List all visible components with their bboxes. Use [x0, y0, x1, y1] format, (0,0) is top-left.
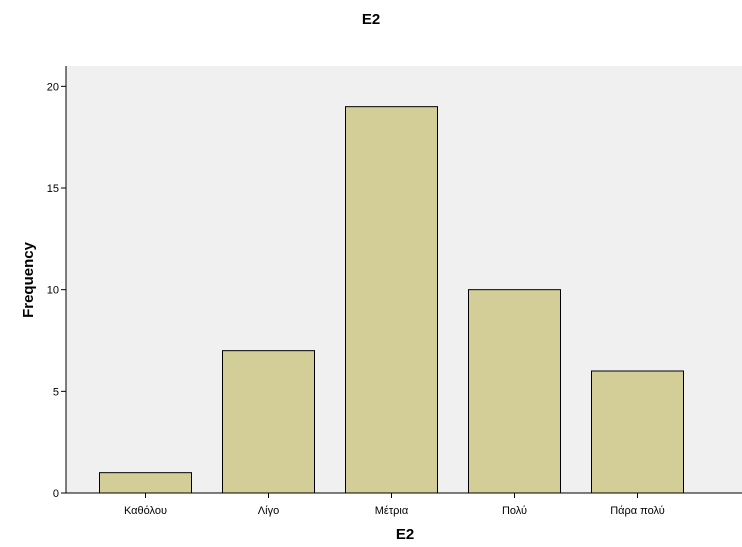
bar-0 — [99, 472, 192, 494]
bars-group — [99, 106, 684, 494]
bar-3 — [468, 289, 561, 494]
x-axis: Καθόλου Λίγο Μέτρια Πολύ Πάρα πολύ — [66, 492, 742, 517]
y-tick-label: 20 — [47, 81, 59, 93]
y-tick-label: 15 — [47, 183, 59, 195]
x-tick-label: Μέτρια — [375, 505, 409, 517]
y-tick-label: 0 — [53, 488, 59, 500]
x-axis-title: E2 — [396, 526, 414, 543]
y-tick-label: 5 — [53, 386, 59, 398]
bar-2 — [345, 106, 438, 494]
chart-title: E2 — [362, 11, 380, 28]
y-tick-label: 10 — [47, 285, 59, 297]
y-axis: 0 5 10 15 20 — [47, 66, 67, 500]
y-axis-title: Frequency — [20, 241, 37, 318]
x-tick-label: Λίγο — [258, 505, 279, 517]
x-tick-label: Πάρα πολύ — [610, 505, 665, 517]
x-tick-label: Πολύ — [502, 505, 527, 517]
bar-1 — [222, 350, 315, 494]
x-tick-label: Καθόλου — [124, 505, 167, 517]
bar-4 — [591, 370, 684, 494]
